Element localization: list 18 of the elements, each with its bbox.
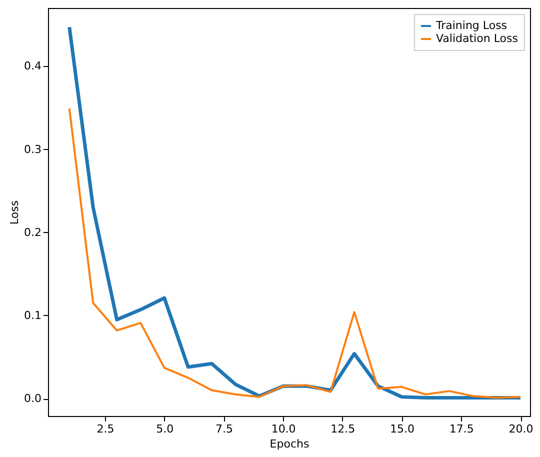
x-axis-title: Epochs [270, 438, 310, 450]
legend-label: Validation Loss [436, 32, 518, 45]
x-tick-label: 17.5 [449, 422, 474, 436]
line-series [68, 108, 522, 399]
legend-label: Training Loss [435, 19, 508, 32]
y-tick-label: 0.3 [24, 142, 42, 156]
x-tick-label: 5.0 [156, 422, 174, 436]
x-tick-label: 10.0 [271, 422, 296, 436]
y-axis-title: Loss [8, 200, 22, 225]
x-tick-label: 12.5 [330, 422, 356, 436]
y-tick-label: 0.2 [24, 226, 42, 239]
x-tick-label: 7.5 [215, 422, 233, 436]
y-tick-label: 0.4 [24, 60, 42, 73]
y-tick-label: 0.1 [24, 308, 42, 322]
y-tick-label: 0.0 [24, 392, 42, 406]
x-tick-label: 20.0 [508, 422, 534, 436]
x-tick-label: 2.5 [96, 422, 114, 436]
x-tick-label: 15.0 [390, 422, 415, 436]
